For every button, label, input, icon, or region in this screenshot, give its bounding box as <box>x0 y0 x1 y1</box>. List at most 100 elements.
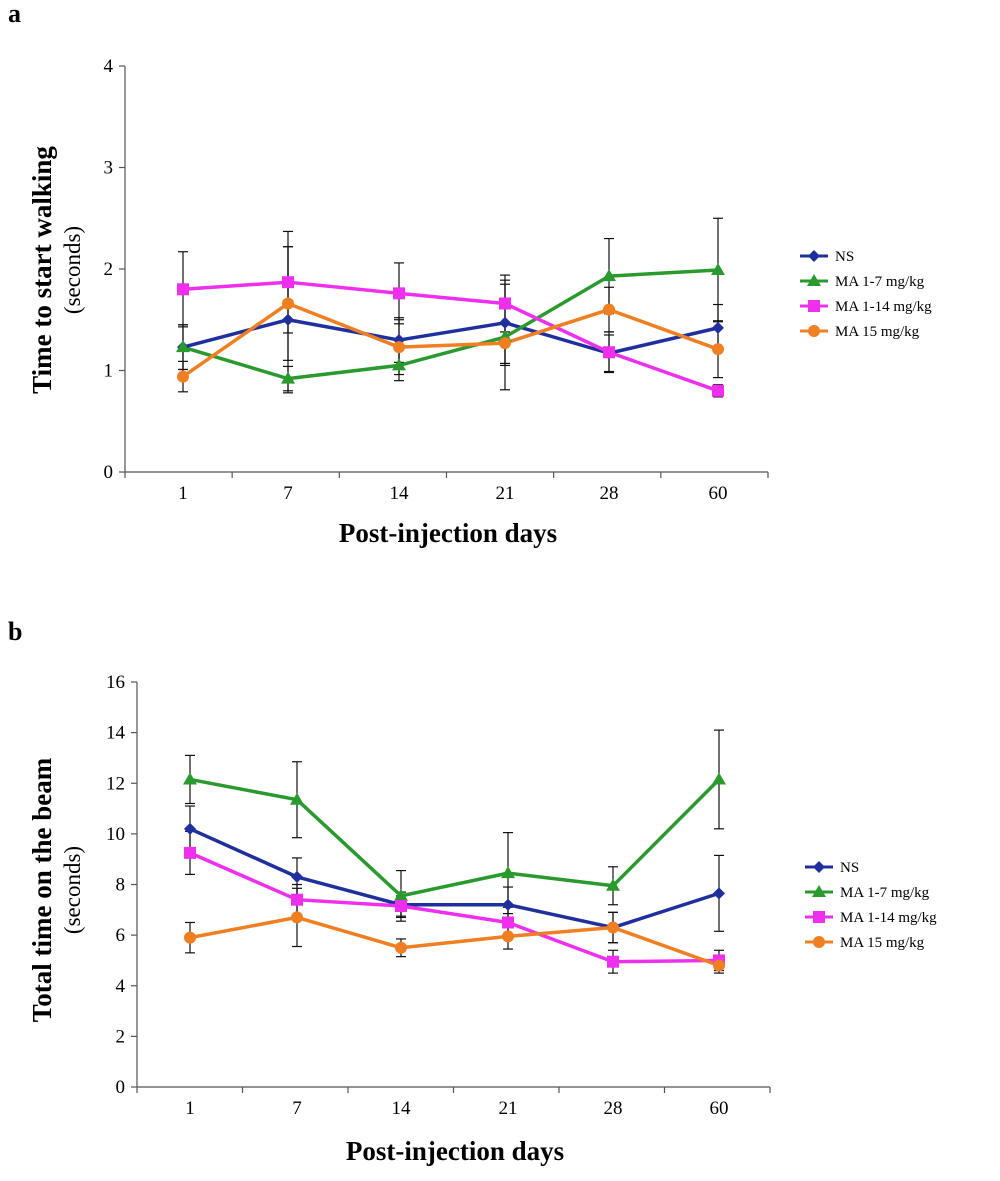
x-tick-label: 14 <box>390 483 410 504</box>
y-tick-label: 4 <box>116 976 126 997</box>
legend-label: MA 1-14 mg/kg <box>840 910 937 926</box>
data-point <box>184 846 196 859</box>
data-point <box>499 316 511 329</box>
legend-item: NS <box>800 249 854 265</box>
data-point <box>290 792 304 805</box>
data-point <box>393 341 405 354</box>
series-line <box>182 301 719 379</box>
data-point <box>713 887 725 900</box>
y-tick-label: 3 <box>104 158 114 179</box>
data-point <box>502 930 514 943</box>
data-point <box>291 911 303 924</box>
data-point <box>291 893 303 906</box>
data-point <box>184 822 196 835</box>
y-tick-label: 2 <box>116 1026 126 1047</box>
series-line <box>189 851 720 964</box>
legend-item: MA 15 mg/kg <box>805 935 925 951</box>
x-tick-label: 1 <box>178 483 188 504</box>
legend-marker <box>808 250 820 262</box>
data-point <box>281 371 295 384</box>
data-point <box>607 955 619 968</box>
chart-panel-a: a 0 1 2 3 4 1 7 14 21 28 60 Post-injection days T… <box>8 0 932 548</box>
data-point <box>602 269 616 282</box>
legend-item: MA 1-14 mg/kg <box>800 299 932 315</box>
data-point <box>499 337 511 350</box>
y-axis-sublabel-a: (seconds) <box>60 226 85 314</box>
data-point <box>502 916 514 929</box>
y-tick-label: 0 <box>104 462 114 483</box>
x-axis-label-b: Post-injection days <box>346 1136 564 1166</box>
y-tick-label: 6 <box>116 925 126 946</box>
data-point <box>607 921 619 934</box>
legend-marker <box>808 325 820 337</box>
legend-marker <box>813 861 825 873</box>
x-tick-label: 60 <box>709 483 728 504</box>
legend-marker <box>807 274 821 286</box>
series-line <box>189 827 720 930</box>
legend-b: NS MA 1-7 mg/kg MA 1-14 mg/kg MA 15 mg/kg <box>805 860 937 951</box>
x-tick-label: 7 <box>292 1098 302 1119</box>
data-point <box>603 346 615 359</box>
legend-marker <box>813 911 825 923</box>
data-point <box>603 303 615 316</box>
data-point <box>713 959 725 972</box>
data-point <box>712 321 724 334</box>
data-point <box>502 898 514 911</box>
legend-item: MA 1-7 mg/kg <box>805 885 930 901</box>
x-tick-label: 21 <box>496 483 515 504</box>
series-line <box>182 280 719 393</box>
data-point <box>712 343 724 356</box>
legend-item: NS <box>805 860 859 876</box>
x-tick-label: 14 <box>392 1098 412 1119</box>
data-point <box>712 772 726 785</box>
y-tick-label: 2 <box>104 259 114 280</box>
y-tick-label: 0 <box>116 1077 126 1098</box>
legend-label: NS <box>835 249 854 265</box>
y-tick-label: 10 <box>106 824 125 845</box>
legend-a: NS MA 1-7 mg/kg MA 1-14 mg/kg MA 15 mg/kg <box>800 249 932 340</box>
series-line <box>189 777 721 898</box>
x-tick-label: 1 <box>185 1098 195 1119</box>
legend-label: NS <box>840 860 859 876</box>
data-point <box>177 370 189 383</box>
legend-marker <box>808 300 820 312</box>
data-point <box>184 931 196 944</box>
y-axis-sublabel-b: (seconds) <box>60 846 85 934</box>
x-tick-label: 7 <box>283 483 293 504</box>
y-tick-label: 16 <box>106 672 125 693</box>
data-point <box>282 297 294 310</box>
legend-label: MA 15 mg/kg <box>835 324 920 340</box>
data-point <box>394 888 408 901</box>
x-tick-label: 21 <box>499 1098 518 1119</box>
data-point <box>392 358 406 371</box>
legend-item: MA 1-14 mg/kg <box>805 910 937 926</box>
legend-marker <box>813 936 825 948</box>
y-axis-label-a: Time to start walking <box>27 146 57 394</box>
y-tick-label: 8 <box>116 875 126 896</box>
data-point <box>176 340 190 353</box>
data-point <box>499 297 511 310</box>
data-point <box>282 313 294 326</box>
x-tick-label: 28 <box>604 1098 623 1119</box>
x-axis-label-a: Post-injection days <box>339 518 557 548</box>
panel-label-a: a <box>8 0 21 28</box>
chart-panel-b: b 0 2 4 6 8 10 12 14 16 1 7 14 21 28 60 Post-injectio… <box>8 617 937 1166</box>
series-line <box>189 915 720 968</box>
data-point <box>711 263 725 276</box>
legend-label: MA 1-7 mg/kg <box>840 885 930 901</box>
y-tick-label: 14 <box>106 723 126 744</box>
data-point <box>393 287 405 300</box>
legend-marker <box>812 885 826 897</box>
panel-label-b: b <box>8 617 22 646</box>
data-point <box>282 276 294 289</box>
data-point <box>395 900 407 913</box>
legend-label: MA 1-14 mg/kg <box>835 299 932 315</box>
data-point <box>606 878 620 891</box>
x-tick-label: 60 <box>710 1098 729 1119</box>
legend-item: MA 15 mg/kg <box>800 324 920 340</box>
y-tick-label: 4 <box>104 56 114 77</box>
legend-label: MA 1-7 mg/kg <box>835 274 925 290</box>
data-point <box>395 941 407 954</box>
series-line <box>182 268 719 381</box>
